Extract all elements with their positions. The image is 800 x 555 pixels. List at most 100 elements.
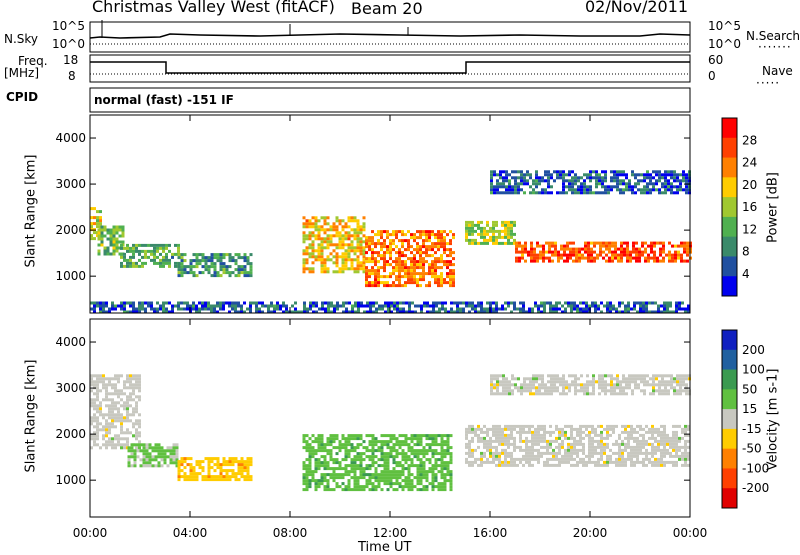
heatmap-cell [106,228,110,232]
heatmap-cell [210,307,213,311]
heatmap-cell [114,413,117,417]
heatmap-cell [675,448,678,452]
heatmap-cell [371,458,375,462]
heatmap-cell [609,427,612,431]
heatmap-cell [338,476,342,480]
heatmap-cell [347,437,351,441]
heatmap-cell [550,380,553,384]
heatmap-cell [138,425,141,429]
power-ylabel: Slant Range [km] [23,154,39,268]
heatmap-cell [612,442,615,446]
heatmap-cell [115,231,119,235]
heatmap-cell [362,222,366,226]
heatmap-cell [246,457,250,461]
heatmap-cell [434,437,438,441]
heatmap-cell [440,272,443,276]
heatmap-cell [679,386,682,390]
heatmap-cell [532,179,535,183]
heatmap-cell [302,488,306,492]
heatmap-cell [543,445,546,449]
heatmap-cell [635,247,638,251]
heatmap-cell [359,243,363,247]
heatmap-cell [675,445,678,449]
heatmap-cell [621,430,624,434]
heatmap-cell [540,304,543,308]
heatmap-cell [386,458,390,462]
heatmap-cell [410,437,414,441]
heatmap-cell [151,449,155,453]
heatmap-cell [111,304,114,308]
heatmap-cell [588,445,591,449]
heatmap-cell [590,253,593,257]
heatmap-cell [560,253,563,257]
heatmap-cell [480,439,483,443]
heatmap-cell [571,380,574,384]
heatmap-cell [607,389,610,393]
heatmap-cell [419,233,422,237]
heatmap-cell [93,207,96,211]
heatmap-cell [213,268,217,272]
heatmap-cell [673,392,676,396]
heatmap-cell [540,433,543,437]
heatmap-cell [99,301,102,305]
heatmap-cell [542,244,545,248]
heatmap-cell [446,479,450,483]
heatmap-cell [96,416,99,420]
heatmap-cell [483,436,486,440]
heatmap-cell [204,307,207,311]
heatmap-cell [565,386,568,390]
heatmap-cell [347,488,351,492]
heatmap-cell [132,261,135,265]
heatmap-cell [410,464,414,468]
heatmap-cell [431,275,434,279]
heatmap-cell [425,284,428,288]
heatmap-cell [548,244,551,248]
heatmap-cell [591,436,594,440]
heatmap-cell [529,176,532,180]
heatmap-cell [549,304,552,308]
heatmap-cell [627,442,630,446]
heatmap-cell [408,307,411,311]
heatmap-cell [111,407,114,411]
heatmap-cell [613,176,616,180]
heatmap-cell [661,389,664,393]
heatmap-cell [111,440,114,444]
heatmap-cell [320,261,324,265]
heatmap-cell [90,207,93,211]
heatmap-cell [641,244,644,248]
heatmap-cell [543,460,546,464]
heatmap-cell [401,458,405,462]
heatmap-cell [602,244,605,248]
heatmap-cell [657,433,660,437]
heatmap-cell [413,257,416,261]
heatmap-cell [449,242,452,246]
heatmap-cell [558,448,561,452]
colorbar-segment [722,428,737,450]
heatmap-cell [246,466,250,470]
heatmap-cell [505,188,508,192]
heatmap-cell [544,383,547,387]
heatmap-cell [564,454,567,458]
heatmap-cell [413,272,416,276]
heatmap-cell [492,238,495,242]
heatmap-cell [123,307,126,311]
heatmap-cell [93,380,96,384]
heatmap-cell [543,430,546,434]
heatmap-cell [565,392,568,396]
heatmap-cell [123,437,126,441]
heatmap-cell [600,451,603,455]
heatmap-cell [510,436,513,440]
heatmap-cell [126,404,129,408]
heatmap-cell [362,458,366,462]
heatmap-cell [387,301,390,305]
heatmap-cell [148,446,152,450]
heatmap-cell [673,191,676,195]
heatmap-cell [365,434,369,438]
heatmap-cell [93,228,96,232]
heatmap-cell [604,191,607,195]
heatmap-cell [441,301,444,305]
heatmap-cell [398,482,402,486]
heatmap-cell [477,226,480,230]
heatmap-cell [335,234,339,238]
heatmap-cell [419,254,422,258]
